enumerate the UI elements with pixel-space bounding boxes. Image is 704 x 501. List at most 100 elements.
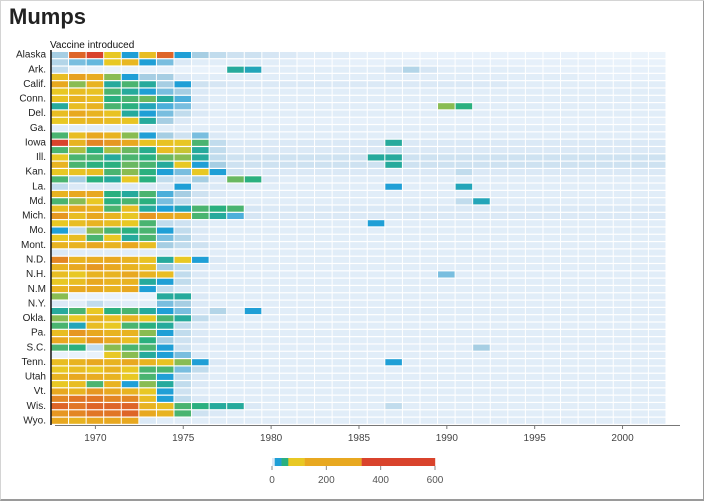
heatmap-cell	[297, 344, 315, 351]
heatmap-cell	[420, 278, 438, 285]
heatmap-cell	[420, 417, 438, 424]
heatmap-cell	[69, 227, 86, 234]
heatmap-cell	[420, 337, 438, 344]
heatmap-cell	[315, 388, 332, 395]
heatmap-cell	[420, 315, 438, 322]
heatmap-cell	[244, 212, 262, 220]
heatmap-cell	[473, 373, 490, 380]
heatmap-cell	[86, 300, 104, 307]
heatmap-cell	[473, 410, 490, 417]
heatmap-cell	[508, 395, 525, 402]
heatmap-cell	[279, 234, 297, 241]
heatmap-cell	[244, 73, 262, 81]
heatmap-cell	[104, 359, 121, 366]
heatmap-cell	[174, 366, 192, 373]
heatmap-cell	[402, 256, 420, 263]
heatmap-cell	[104, 256, 121, 263]
heatmap-cell	[350, 176, 367, 183]
heatmap-cell	[490, 117, 508, 124]
heatmap-cell	[561, 329, 578, 337]
heatmap-cell	[262, 388, 279, 395]
heatmap-cell	[402, 395, 420, 402]
heatmap-cell	[174, 176, 192, 183]
heatmap-cell	[156, 264, 174, 271]
heatmap-cell	[350, 337, 367, 344]
heatmap-cell	[578, 359, 596, 366]
heatmap-cell	[332, 307, 350, 315]
heatmap-cell	[402, 293, 420, 300]
heatmap-cell	[578, 59, 596, 66]
heatmap-cell	[121, 125, 139, 132]
heatmap-cell	[525, 117, 543, 124]
heatmap-cell	[596, 147, 613, 154]
heatmap-cell	[209, 132, 227, 139]
heatmap-cell	[315, 286, 332, 293]
state-label: Calif.	[23, 79, 46, 90]
heatmap-cell	[367, 359, 385, 366]
heatmap-cell	[648, 256, 666, 263]
heatmap-cell	[262, 329, 279, 337]
heatmap-cell	[104, 417, 121, 424]
heatmap-cell	[613, 234, 631, 241]
heatmap-cell	[438, 417, 455, 424]
heatmap-cell	[315, 81, 332, 88]
heatmap-cell	[174, 117, 192, 124]
heatmap-cell	[543, 249, 561, 256]
heatmap-cell	[121, 88, 139, 95]
heatmap-cell	[385, 337, 402, 344]
heatmap-cell	[297, 249, 315, 256]
heatmap-cell	[244, 351, 262, 358]
heatmap-cell	[648, 359, 666, 366]
heatmap-cell	[455, 256, 473, 263]
heatmap-cell	[367, 139, 385, 146]
heatmap-cell	[490, 81, 508, 88]
heatmap-cell	[332, 351, 350, 358]
heatmap-cell	[69, 381, 86, 388]
heatmap-cell	[174, 220, 192, 227]
x-tick-label: 1970	[84, 433, 107, 444]
heatmap-cell	[209, 154, 227, 161]
heatmap-cell	[139, 234, 156, 241]
heatmap-cell	[139, 183, 156, 190]
heatmap-cell	[543, 337, 561, 344]
state-label: Tenn.	[22, 357, 46, 368]
heatmap-cell	[121, 417, 139, 424]
heatmap-cell	[192, 147, 209, 154]
heatmap-cell	[192, 169, 209, 176]
heatmap-cell	[596, 286, 613, 293]
heatmap-cell	[385, 183, 402, 190]
heatmap-cell	[402, 81, 420, 88]
heatmap-cell	[402, 249, 420, 256]
heatmap-cell	[438, 73, 455, 81]
heatmap-cell	[315, 271, 332, 278]
heatmap-cell	[631, 198, 648, 205]
heatmap-cell	[543, 351, 561, 358]
heatmap-cell	[350, 227, 367, 234]
state-label: Ga.	[30, 123, 46, 134]
heatmap-cell	[227, 403, 244, 410]
heatmap-cell	[297, 117, 315, 124]
state-label: La.	[32, 181, 46, 192]
heatmap-cell	[69, 359, 86, 366]
heatmap-cell	[648, 271, 666, 278]
heatmap-cell	[508, 66, 525, 73]
heatmap-cell	[508, 212, 525, 220]
heatmap-cell	[613, 242, 631, 249]
heatmap-cell	[350, 73, 367, 81]
heatmap-cell	[297, 417, 315, 424]
heatmap-cell	[455, 395, 473, 402]
heatmap-cell	[631, 59, 648, 66]
heatmap-cell	[279, 132, 297, 139]
heatmap-cell	[156, 52, 174, 59]
heatmap-cell	[104, 286, 121, 293]
heatmap-cell	[156, 154, 174, 161]
heatmap-cell	[227, 117, 244, 124]
heatmap-cell	[69, 315, 86, 322]
heatmap-cell	[51, 249, 69, 256]
heatmap-cell	[490, 88, 508, 95]
heatmap-cell	[561, 234, 578, 241]
heatmap-cell	[350, 183, 367, 190]
heatmap-cell	[561, 242, 578, 249]
heatmap-cell	[402, 307, 420, 315]
heatmap-cell	[86, 132, 104, 139]
